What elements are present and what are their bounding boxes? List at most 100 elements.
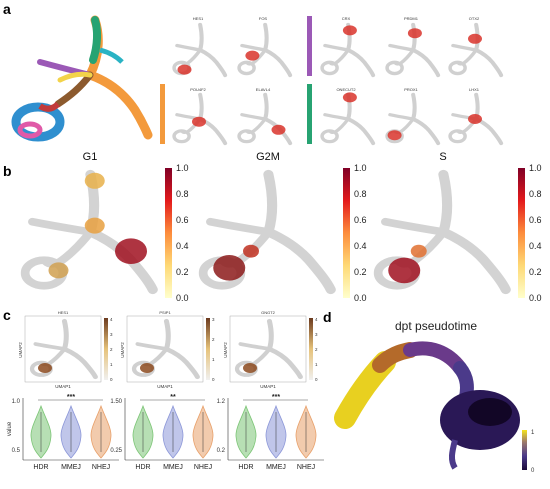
violin-group-label: HDR [33,464,48,471]
colorbar-tick: 0.2 [354,267,367,277]
panel-label-b: b [3,163,12,179]
gene-label: LHX1 [469,87,480,92]
panel-a-cluster-umap [11,15,153,142]
violin-y-tick: 1.0 [12,399,21,405]
umap-cbar-tick: 0 [110,377,113,382]
phase-colorbar [343,168,350,298]
expression-hotspot [342,92,357,103]
phase-score-region [115,238,147,264]
green-group-bar [307,84,312,144]
purple-group-bar [307,16,312,76]
colorbar-tick: 1.0 [354,163,367,173]
colorbar-tick: 0.8 [529,189,542,199]
umap-cbar-tick: 2 [315,347,318,352]
cell-cycle-title: G2M [256,151,280,163]
umap-cbar-tick: 3 [315,332,318,337]
panel-label-d: d [323,309,332,325]
phase-score-region [84,172,105,189]
dpt-umap [334,341,520,470]
colorbar-tick: 1.0 [176,163,189,173]
colorbar-tick: 0.4 [354,241,367,251]
panel-a-gene-row-2: POU4F2 ELAVL4 ONECUT2 PROX1 LHX1 [174,87,501,143]
umap-cbar-tick: 2 [110,347,113,352]
umap-y-label: UMAP2 [18,342,23,358]
expression-hotspot [38,363,52,373]
umap-gene-label: GNGT2 [261,310,276,315]
significance-stars: ** [170,394,176,401]
expression-hotspot [342,25,357,36]
expression-hotspot [243,363,257,373]
dpt-cbar-tick-1: 1 [531,430,535,436]
gene-label: FOS [259,16,268,21]
umap-cbar-tick: 0 [212,377,215,382]
violin-group-label: MMEJ [61,464,81,471]
violin-y-tick: 0.2 [217,448,226,454]
colorbar-tick: 1.0 [529,163,542,173]
violin-group-label: HDR [238,464,253,471]
violin-group-label: NHEJ [92,464,110,471]
phase-score-region [213,255,246,281]
violin-y-tick: 0.5 [12,448,21,454]
colorbar-tick: 0.4 [176,241,189,251]
cell-cycle-title: S [439,151,446,163]
panel-b-cell-cycle: G1 1.0 0.8 0.6 0.4 0.2 0.0 G2M 1.0 0.8 0.6 0.4 0.2 0.… [25,151,541,303]
umap-x-label: UMAP1 [55,384,71,389]
phase-score-region [48,262,69,279]
panel-label-a: a [3,1,11,17]
gene-label: OTX2 [469,16,480,21]
umap-cbar-tick: 1 [212,357,215,362]
umap-frame [229,315,307,383]
dpt-title: dpt pseudotime [395,319,477,333]
umap-y-label: UMAP2 [120,342,125,358]
orange-group-bar [160,84,165,144]
phase-score-region [84,217,105,234]
panel-label-c: c [3,307,11,323]
colorbar-tick: 0.2 [529,267,542,277]
umap-frame [126,315,204,383]
violin-group-label: MMEJ [266,464,286,471]
expression-hotspot [468,33,482,44]
gene-umap [239,25,290,75]
umap-cbar-tick: 1 [110,362,113,367]
expression-hotspot [387,130,402,141]
panel-c-genes: HES1 4 3 2 1 0 UMAP1 UMAP2 1.0 0.5 *** HDR MMEJ NHEJ v… [7,310,324,471]
gene-label: PROX1 [404,87,418,92]
phase-score-region [243,244,259,258]
violin-y-tick: 0.25 [110,448,122,454]
colorbar-tick: 0.4 [529,241,542,251]
colorbar-tick: 0.8 [354,189,367,199]
violin-group-label: MMEJ [163,464,183,471]
gene-label: POU4F2 [190,87,206,92]
umap-y-label: UMAP2 [223,342,228,358]
umap-frame [24,315,102,383]
gene-umap [450,25,501,75]
colorbar-tick: 0.6 [176,215,189,225]
umap-cbar-tick: 4 [315,317,318,322]
phase-score-region [410,244,427,258]
umap-x-label: UMAP1 [157,384,173,389]
colorbar-tick: 0.0 [176,293,189,303]
gene-label: CRX [342,16,351,21]
violin-y-tick: 1.50 [110,399,122,405]
umap-cbar-tick: 3 [212,317,215,322]
gene-label: PRDM1 [404,16,419,21]
gene-label: ONECUT2 [336,87,356,92]
phase-score-region [388,257,421,284]
panel-a-gene-row-1: HES1 FOS CRX PRDM1 OTX2 [174,16,501,75]
umap-cbar-tick: 1 [315,362,318,367]
expression-hotspot [192,116,206,127]
gene-umap [239,95,290,144]
colorbar-tick: 0.8 [176,189,189,199]
expression-hotspot [245,50,260,61]
cell-cycle-title: G1 [83,151,98,163]
phase-colorbar [165,168,172,298]
colorbar-tick: 0.6 [354,215,367,225]
expression-hotspot [140,363,154,373]
expression-hotspot [271,124,286,135]
colorbar-tick: 0.0 [529,293,542,303]
umap-cbar-tick: 0 [315,377,318,382]
dpt-cbar-tick-0: 0 [531,468,535,474]
umap-cbar-tick: 2 [212,337,215,342]
expression-hotspot [407,28,422,39]
